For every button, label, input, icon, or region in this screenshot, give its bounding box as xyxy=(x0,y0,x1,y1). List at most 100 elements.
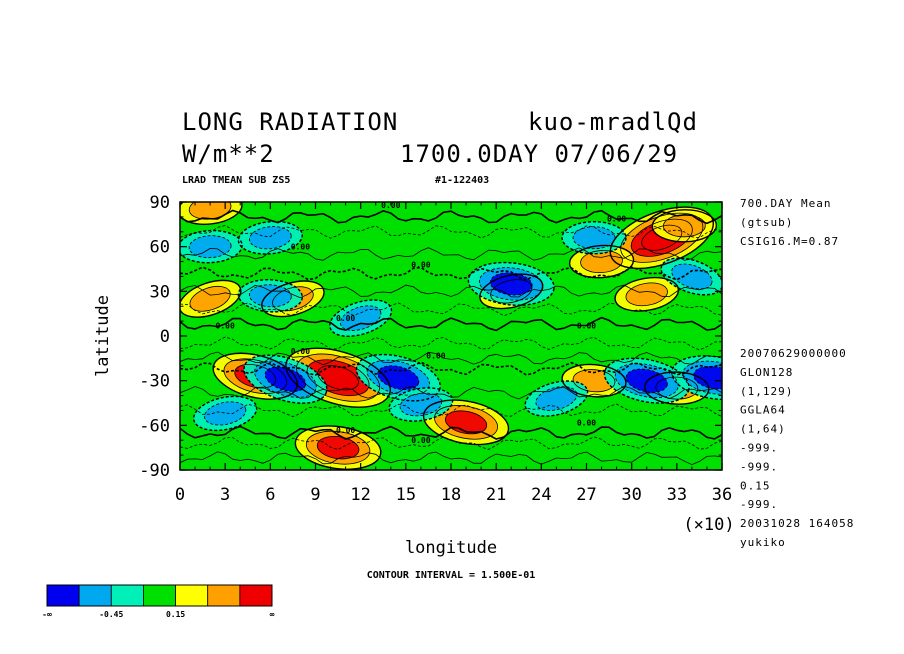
contour-line xyxy=(655,376,699,400)
contour-line xyxy=(180,351,722,366)
x-tick-label: 36 xyxy=(712,485,732,505)
colorbar-label: -∞ xyxy=(42,610,52,619)
contour-label: 0.00 xyxy=(411,436,430,445)
contour-line xyxy=(237,220,303,255)
field-feature xyxy=(249,226,292,249)
colorbar-label: -0.45 xyxy=(99,610,123,619)
contour-line xyxy=(243,354,328,404)
info-line: -999. xyxy=(740,460,778,473)
colorbar-swatch xyxy=(46,584,80,607)
contour-interval: CONTOUR INTERVAL = 1.500E-01 xyxy=(367,570,536,581)
field-feature xyxy=(625,282,668,306)
contour-label: 0.00 xyxy=(216,322,235,331)
contour-line xyxy=(641,224,683,251)
y-tick-label: -90 xyxy=(139,461,170,481)
colorbar-swatch xyxy=(239,584,273,607)
y-axis: -90 -60 -30 0 30 60 90 xyxy=(139,193,722,481)
x-tick-label: 6 xyxy=(265,485,275,505)
contour-line xyxy=(625,368,668,393)
info-line: (1,129) xyxy=(740,385,793,398)
contour-line xyxy=(422,399,510,446)
colorbar-swatch xyxy=(110,584,144,607)
contour-line xyxy=(340,305,382,331)
colorbar-swatch xyxy=(78,584,112,607)
contour-line xyxy=(180,229,243,264)
contour-line xyxy=(180,302,722,317)
contour-line xyxy=(237,279,304,313)
x-axis: 0 3 6 9 12 15 18 21 24 27 30 33 36 xyxy=(175,202,732,505)
contour-line xyxy=(180,316,722,332)
contour-line xyxy=(572,226,616,250)
x-tick-label: 0 xyxy=(175,485,185,505)
field-feature xyxy=(317,365,359,390)
colorbar-label: ∞ xyxy=(270,610,275,619)
contour-label: 0.00 xyxy=(291,243,310,252)
contour-line xyxy=(316,435,360,460)
contour-line xyxy=(180,279,242,318)
contour-line xyxy=(568,244,635,279)
contour-label: 0.00 xyxy=(607,214,626,223)
colorbar xyxy=(46,584,273,607)
field-feature xyxy=(189,235,232,258)
contour-line xyxy=(180,361,722,376)
contour-line xyxy=(180,247,722,261)
field-feature xyxy=(573,226,616,249)
contour-line xyxy=(272,286,314,312)
contour-line xyxy=(467,261,555,306)
info-line: GGLA64 xyxy=(740,404,786,417)
contour-line xyxy=(561,363,627,398)
contour-label: 0.00 xyxy=(426,351,445,360)
contour-line xyxy=(671,263,713,290)
contour-label: 0.00 xyxy=(577,418,596,427)
contour-label: 0.00 xyxy=(577,322,596,331)
contour-line xyxy=(671,355,722,401)
x-axis-label: longitude xyxy=(405,538,497,558)
contour-label: 0.00 xyxy=(336,314,355,323)
field-feature xyxy=(535,386,577,411)
contour-line xyxy=(682,360,722,395)
y-tick-label: 60 xyxy=(150,238,170,258)
contour-line xyxy=(180,202,243,226)
contour-line xyxy=(249,226,292,250)
chart-title: LONG RADIATION xyxy=(182,108,398,136)
colorbar-swatch xyxy=(143,584,176,607)
contour-line xyxy=(614,363,679,399)
field-feature xyxy=(663,214,706,237)
contour-line xyxy=(294,425,382,470)
contour-line xyxy=(180,403,722,418)
contour-label: 0.00 xyxy=(291,347,310,356)
variable-label: LRAD TMEAN SUB ZS5 xyxy=(182,175,290,186)
contour-line xyxy=(478,267,544,301)
colorbar-label: 0.15 xyxy=(166,610,185,619)
colorbar-labels: -∞ -0.45 0.15 ∞ xyxy=(42,610,274,619)
contour-label: 0.00 xyxy=(381,201,400,210)
info-line: (gtsub) xyxy=(740,216,793,229)
contour-label: 0.00 xyxy=(336,426,355,435)
y-tick-label: -30 xyxy=(139,372,170,392)
info-line: -999. xyxy=(740,442,778,455)
contour-line xyxy=(651,209,718,243)
units-label: W/m**2 xyxy=(182,140,275,168)
contour-line xyxy=(204,401,247,426)
contour-line xyxy=(180,284,722,299)
contour-line xyxy=(630,218,693,257)
y-tick-label: 90 xyxy=(150,193,170,213)
contour-line xyxy=(180,436,722,450)
field-feature xyxy=(400,393,442,416)
x-tick-label: 15 xyxy=(396,485,416,505)
contour-line xyxy=(180,209,722,225)
contour-line xyxy=(580,250,623,274)
field-feature xyxy=(189,286,231,312)
field-feature xyxy=(317,436,359,459)
contour-line xyxy=(180,385,722,400)
y-tick-label: -60 xyxy=(139,416,170,436)
x-tick-label: 9 xyxy=(310,485,320,505)
contour-line xyxy=(180,266,722,281)
info-line: 20031028 164058 xyxy=(740,517,854,530)
contour-line xyxy=(329,299,393,337)
contour-line xyxy=(399,392,443,417)
contour-line xyxy=(614,276,680,312)
info-panel: 700.DAY Mean (gtsub) CSIG16.M=0.87 20070629… xyxy=(740,197,854,549)
contour-label: 0.00 xyxy=(411,261,430,270)
